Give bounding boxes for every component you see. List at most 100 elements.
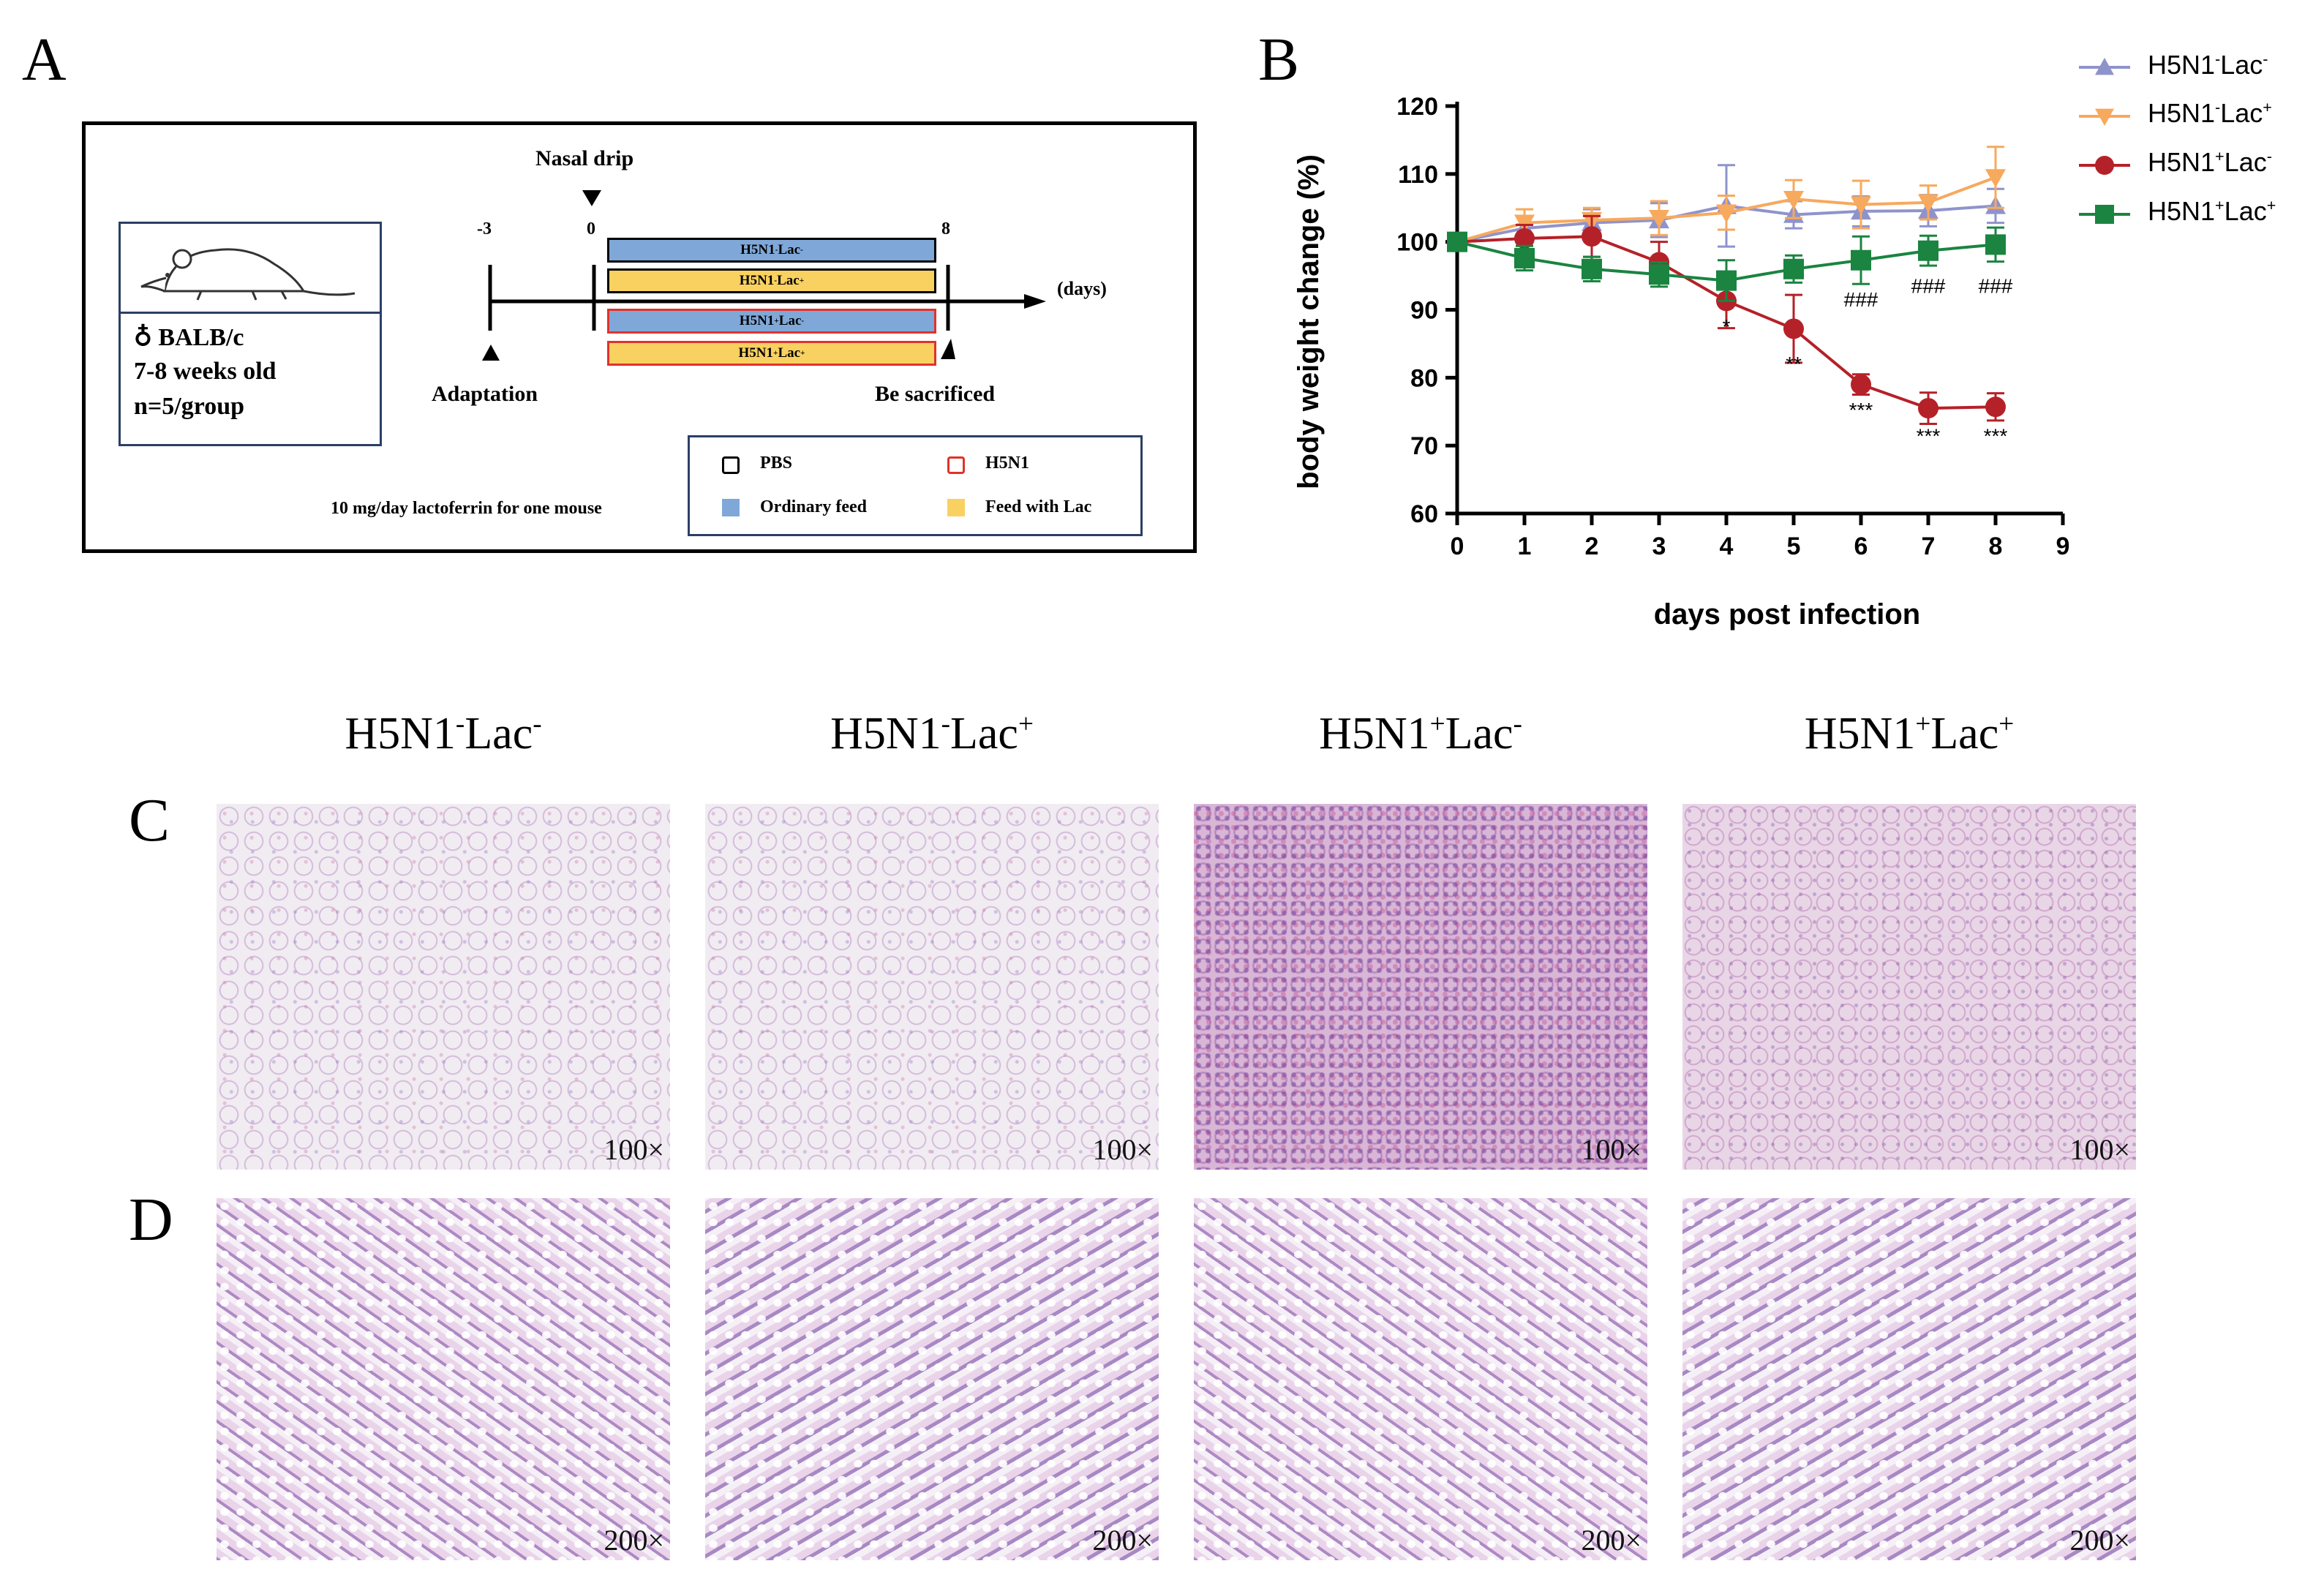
data-point: [1851, 249, 1871, 271]
chart-axes: 60 70 80 90 100 110 120 0 1 2 3 4 5 6 7 8 9: [1396, 93, 2069, 560]
x-tick-label: 7: [1922, 533, 1936, 560]
legend-label-1: H5N1-Lac-: [2148, 50, 2268, 80]
mouse-info-box: ♁ BALB/c 7-8 weeks old n=5/group: [119, 222, 382, 446]
days-axis-label: (days): [1057, 278, 1107, 299]
experiment-design-frame: [82, 121, 1197, 553]
lung-image-1: 100×: [217, 804, 670, 1170]
adaptation-label: Adaptation: [432, 382, 538, 406]
adaptation-arrow-icon: [482, 345, 500, 361]
data-point: [1716, 270, 1737, 291]
column-title-1: H5N1-Lac-: [345, 709, 542, 759]
x-tick-label: 3: [1652, 533, 1666, 560]
sacrifice-arrow-icon: [941, 339, 955, 359]
chart-series: [1447, 146, 2006, 425]
data-point: [1985, 169, 2006, 188]
series-2: [1447, 146, 2006, 252]
legend-marker: [2095, 205, 2114, 224]
column-title-3: H5N1+Lac-: [1319, 709, 1522, 759]
data-point: [1582, 258, 1602, 279]
data-point: [1783, 190, 1804, 210]
magnification-label: 200×: [1092, 1524, 1153, 1557]
significance-label: ###: [1979, 274, 2013, 297]
nasal-drip-arrow-icon: [582, 190, 601, 206]
legend-marker: [2095, 108, 2114, 126]
data-point: [1582, 226, 1602, 247]
significance-label: ###: [1911, 274, 1946, 297]
x-tick-label: 1: [1518, 533, 1532, 560]
legend-markers: [2079, 58, 2130, 224]
mouse-illustration: [121, 224, 380, 314]
y-tick-label: 90: [1410, 297, 1438, 325]
ordinary-feed-legend-label: Ordinary feed: [760, 497, 867, 516]
y-tick-label: 100: [1396, 229, 1438, 257]
y-tick-label: 60: [1410, 500, 1438, 528]
group-bar-2: H5N1- Lac +: [607, 268, 936, 293]
y-tick-label: 70: [1410, 432, 1438, 460]
data-point: [1447, 231, 1467, 252]
panel-label-c: C: [129, 786, 170, 854]
colon-image-4: 200×: [1682, 1198, 2136, 1560]
colon-image-1: 200×: [217, 1198, 670, 1560]
feed-with-lac-legend-label: Feed with Lac: [985, 497, 1092, 516]
magnification-label: 100×: [1092, 1133, 1153, 1166]
legend-label-2: H5N1-Lac+: [2148, 98, 2272, 128]
y-tick-label: 120: [1396, 93, 1438, 121]
magnification-label: 200×: [2069, 1524, 2130, 1557]
nasal-drip-label: Nasal drip: [535, 146, 634, 170]
series-4: [1447, 226, 2006, 302]
panel-label-a: A: [22, 26, 67, 94]
significance-label: ***: [1984, 424, 2008, 447]
y-axis-title: body weight change (%): [1293, 154, 1325, 489]
significance-label: ***: [1917, 424, 1941, 447]
lung-image-4: 100×: [1682, 804, 2136, 1170]
lung-image-3: 100×: [1194, 804, 1647, 1170]
day-0-label: 0: [587, 219, 595, 238]
panel-label-d: D: [129, 1186, 173, 1254]
sacrificed-label: Be sacrificed: [875, 382, 996, 406]
magnification-label: 100×: [1581, 1133, 1642, 1166]
y-tick-label: 80: [1410, 364, 1438, 392]
mouse-strain: ♁ BALB/c: [134, 324, 244, 351]
feed-with-lac-swatch: [947, 499, 965, 516]
x-tick-label: 4: [1720, 533, 1734, 560]
legend-marker: [2095, 58, 2114, 75]
data-point: [1985, 396, 2006, 418]
group-bar-4: H5N1 + Lac +: [607, 341, 936, 366]
day-8-label: 8: [941, 219, 950, 238]
data-point: [1985, 234, 2006, 255]
legend-label-3: H5N1+Lac-: [2148, 147, 2272, 177]
mouse-count: n=5/group: [134, 393, 245, 420]
design-legend: PBS H5N1 Ordinary feed Feed with Lac: [688, 435, 1143, 536]
significance-label: ***: [1849, 399, 1873, 421]
mouse-icon: [140, 248, 356, 301]
lung-image-2: 100×: [705, 804, 1159, 1170]
data-point: [1649, 209, 1669, 229]
colon-image-3: 200×: [1194, 1198, 1647, 1560]
column-title-4: H5N1+Lac+: [1804, 709, 2015, 759]
pbs-legend-label: PBS: [760, 454, 793, 473]
significance-label: *: [1723, 315, 1731, 338]
significance-label: ###: [1844, 288, 1879, 311]
significance-label: **: [1786, 353, 1802, 375]
x-tick-label: 2: [1585, 533, 1599, 560]
data-point: [1514, 228, 1535, 249]
colon-image-2: 200×: [705, 1198, 1159, 1560]
panel-label-b: B: [1258, 26, 1300, 94]
day-minus3-label: -3: [477, 219, 492, 238]
magnification-label: 100×: [2069, 1133, 2130, 1166]
legend-label-4: H5N1+Lac+: [2148, 196, 2276, 226]
x-tick-label: 5: [1787, 533, 1801, 560]
x-tick-label: 6: [1854, 533, 1868, 560]
chart-legend: H5N1-Lac- H5N1-Lac+ H5N1+Lac- H5N1+Lac+: [2072, 42, 2324, 247]
legend-marker: [2095, 156, 2114, 175]
data-point: [1783, 258, 1804, 279]
magnification-label: 200×: [1581, 1524, 1642, 1557]
data-point: [1851, 374, 1871, 395]
mouse-age: 7-8 weeks old: [134, 358, 277, 385]
x-axis-title: days post infection: [1654, 598, 1921, 631]
magnification-label: 200×: [603, 1524, 664, 1557]
x-tick-label: 0: [1451, 533, 1464, 560]
data-point: [1649, 264, 1669, 285]
timeline-axis: [488, 265, 1046, 331]
